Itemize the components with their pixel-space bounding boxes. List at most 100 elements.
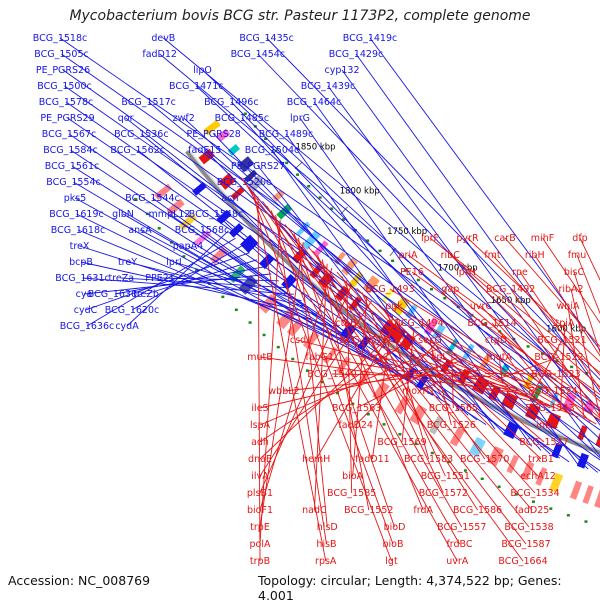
reverse-gene-label: BCG_1587 <box>501 539 550 550</box>
forward-gene-arrow <box>228 223 244 238</box>
reverse-gene-label: BCG_1565 <box>429 403 478 414</box>
outer-feature-block <box>286 318 305 337</box>
topology-summary: Topology: circular; Length: 4,374,522 bp… <box>258 573 562 600</box>
reverse-gene-label: trxB1 <box>528 454 554 465</box>
gc-skew-marker <box>341 218 345 221</box>
outer-feature-block <box>594 489 600 509</box>
forward-gene-label: pks5 <box>64 193 87 204</box>
reverse-leader-line <box>313 263 328 511</box>
forward-leader-line <box>257 165 442 401</box>
feature-block <box>272 189 285 202</box>
reverse-gene-label: tpiA <box>556 318 575 329</box>
reverse-gene-label: BCG_1493 <box>365 284 414 295</box>
forward-gene-label: BCG_1419c <box>343 33 398 44</box>
feature-block <box>227 143 241 156</box>
reverse-leader-line <box>371 315 394 460</box>
feature-block <box>301 230 321 251</box>
gc-skew-marker <box>382 423 386 426</box>
reverse-gene-label: BCG_1543 <box>525 403 574 414</box>
reverse-leader-line <box>573 271 600 354</box>
outer-feature-block <box>429 415 444 435</box>
outer-feature-block <box>372 381 390 402</box>
forward-gene-label: zwf2 <box>173 113 195 124</box>
reverse-gene-label: BCG_1522 <box>534 352 583 363</box>
forward-leader-line <box>126 230 229 327</box>
reverse-gene-label: dnaE <box>248 454 272 465</box>
forward-gene-label: BCG_1620c <box>105 305 160 316</box>
reverse-leader-line <box>570 288 600 419</box>
forward-gene-label: BCG_1548c <box>189 209 244 220</box>
gc-skew-marker <box>221 295 225 299</box>
reverse-gene-label: BCG_1526 <box>427 420 476 431</box>
gc-skew-marker <box>182 255 186 258</box>
forward-gene-label: acn <box>221 193 238 204</box>
gc-skew-marker <box>262 333 266 337</box>
gc-skew-marker <box>234 308 238 312</box>
outer-feature-block <box>506 454 519 474</box>
reverse-leader-line <box>240 177 524 562</box>
reverse-gene-label: ribH <box>525 250 545 261</box>
gc-skew-marker <box>248 321 252 324</box>
reverse-gene-label: BCG_1538 <box>504 522 553 533</box>
forward-leader-line <box>183 117 551 455</box>
forward-leader-line <box>163 37 600 399</box>
kbp-scale-label: 1700 kbp <box>438 263 478 273</box>
reverse-leader-line <box>319 356 520 392</box>
forward-leader-line <box>257 53 600 411</box>
forward-gene-label: BCG_1578c <box>39 97 94 108</box>
outer-feature-block <box>302 331 320 350</box>
feature-block <box>423 317 439 336</box>
reverse-leader-line <box>336 271 536 494</box>
forward-gene-label: BCG_1520c <box>217 177 272 188</box>
reverse-gene-label: BCG_1516 <box>339 335 388 346</box>
forward-gene-label: BCG_1500c <box>37 81 92 92</box>
reverse-leader-line <box>510 288 600 418</box>
reverse-gene-label: ribC <box>441 250 461 261</box>
gc-skew-marker <box>570 365 574 369</box>
reverse-gene-label: BCG_1521 <box>537 335 586 346</box>
forward-gene-label: BCG_1439c <box>301 81 356 92</box>
reverse-leader-line <box>356 288 539 477</box>
forward-leader-line <box>85 252 250 311</box>
gc-skew-marker <box>484 322 488 325</box>
reverse-gene-label: inhA <box>536 420 558 431</box>
reverse-gene-arrow <box>230 186 245 201</box>
reverse-gene-label: ilvA <box>251 471 269 482</box>
reverse-gene-label: carB <box>494 233 515 244</box>
reverse-gene-label: adh <box>251 437 269 448</box>
gc-skew-marker <box>366 412 370 416</box>
kbp-scale-label: 1800 kbp <box>340 187 380 197</box>
kbp-tick <box>441 285 448 294</box>
gc-skew-marker <box>430 451 434 455</box>
reverse-gene-label: fadD24 <box>338 420 373 431</box>
forward-gene-label: glbN <box>112 209 134 220</box>
forward-gene-label: BCG_1505c <box>34 49 89 60</box>
forward-gene-label: BCG_1554c <box>46 177 101 188</box>
forward-leader-line <box>173 261 302 302</box>
forward-gene-label: treZa <box>108 273 134 284</box>
reverse-gene-label: fadD25 <box>515 505 550 516</box>
forward-leader-line <box>64 85 600 461</box>
gc-skew-marker <box>416 278 420 282</box>
reverse-leader-line <box>244 181 458 562</box>
reverse-gene-label: BCG_1492 <box>486 284 535 295</box>
reverse-gene-label: echA12 <box>520 471 556 482</box>
forward-leader-line <box>127 261 310 308</box>
reverse-gene-label: gap <box>441 284 459 295</box>
feature-block <box>216 128 231 142</box>
reverse-gene-label: ribA2 <box>558 284 583 295</box>
reverse-gene-label: pyrR <box>456 233 479 244</box>
forward-leader-line <box>204 149 469 416</box>
forward-leader-line <box>131 245 243 311</box>
forward-gene-label: BCG_1496c <box>204 97 259 108</box>
gc-skew-marker <box>540 352 544 355</box>
forward-gene-label: cydC <box>74 305 98 316</box>
reverse-leader-line <box>270 210 394 545</box>
kbp-scale-label: 1650 kbp <box>491 296 531 306</box>
forward-gene-label: lipO <box>193 65 212 76</box>
reverse-gene-label: mihF <box>531 233 554 244</box>
forward-gene-label: BCG_1485c <box>215 113 270 124</box>
forward-gene-label: bcpB <box>69 257 93 268</box>
reverse-leader-line <box>492 254 600 376</box>
gc-skew-marker <box>276 345 280 349</box>
